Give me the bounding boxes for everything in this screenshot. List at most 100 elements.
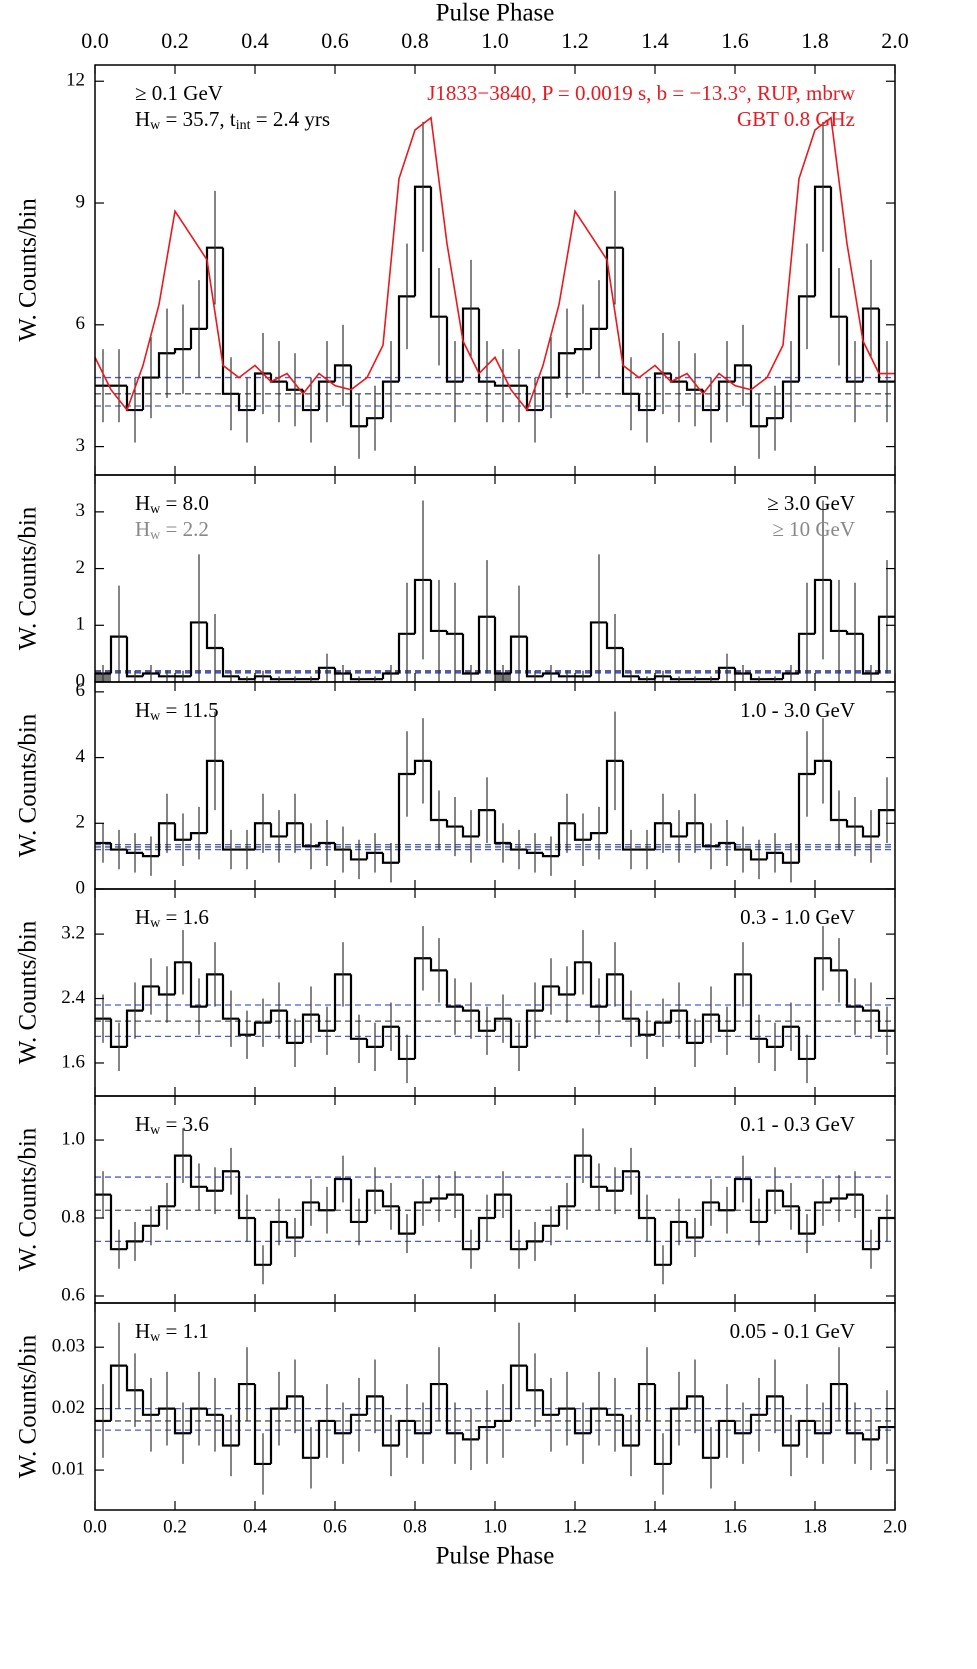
bin-step bbox=[477, 1425, 495, 1440]
bin-step bbox=[877, 615, 895, 674]
bin-step bbox=[461, 633, 479, 675]
annotation: Hw = 3.6 bbox=[135, 1112, 209, 1138]
bin-step bbox=[349, 849, 367, 861]
bin-step bbox=[189, 327, 207, 350]
bin-step bbox=[397, 295, 415, 382]
annotation: 1.0 - 3.0 GeV bbox=[740, 698, 855, 722]
x-tick-label: 0.6 bbox=[323, 1516, 347, 1537]
y-axis-label: W. Counts/bin bbox=[15, 506, 42, 650]
bin-step bbox=[221, 1414, 239, 1447]
bin-step bbox=[445, 1193, 463, 1199]
bin-step bbox=[365, 1038, 383, 1048]
bin-step bbox=[413, 957, 431, 1059]
bin-step bbox=[333, 843, 351, 851]
bin-step bbox=[189, 621, 207, 677]
bin-step bbox=[301, 1396, 319, 1459]
bin-step bbox=[493, 381, 511, 387]
bin-step bbox=[285, 1395, 303, 1409]
bin-step bbox=[445, 970, 463, 1008]
bin-step bbox=[125, 1365, 143, 1392]
bin-step bbox=[733, 364, 751, 382]
annotation-run: ≥ 0.1 GeV bbox=[135, 81, 223, 105]
x-tick-label: 2.0 bbox=[881, 28, 909, 53]
x-tick-label: 0.8 bbox=[401, 28, 429, 53]
bin-step bbox=[701, 823, 719, 848]
bin-step bbox=[413, 759, 431, 774]
annotation-run: = 2.4 yrs bbox=[251, 107, 331, 131]
bin-step bbox=[797, 1419, 815, 1446]
annotation-run: H bbox=[135, 491, 150, 515]
subscript: w bbox=[150, 528, 161, 543]
bin-step bbox=[477, 1216, 495, 1250]
bin-step bbox=[637, 676, 655, 681]
bin-step bbox=[429, 579, 447, 633]
bin-step bbox=[765, 1038, 783, 1048]
plot-area bbox=[95, 500, 895, 682]
y-tick-label: 1.6 bbox=[61, 1051, 85, 1072]
bin-step bbox=[397, 1419, 415, 1446]
bin-step bbox=[141, 672, 159, 677]
annotation-run: H bbox=[135, 1112, 150, 1136]
bin-step bbox=[589, 621, 607, 677]
y-tick-label: 6 bbox=[76, 313, 86, 334]
bin-step bbox=[269, 1220, 287, 1265]
annotation: Hw = 8.0 bbox=[135, 491, 209, 517]
bin-step bbox=[541, 852, 559, 858]
bin-step bbox=[557, 673, 575, 678]
bin-step bbox=[861, 307, 879, 382]
bin-step bbox=[381, 672, 399, 680]
bin-step bbox=[397, 1026, 415, 1061]
bin-step bbox=[509, 635, 527, 674]
bin-step bbox=[285, 1010, 303, 1044]
bin-step bbox=[573, 348, 591, 354]
annotation: ≥ 10 GeV bbox=[772, 517, 855, 541]
bin-step bbox=[381, 1396, 399, 1447]
bin-step bbox=[797, 632, 815, 674]
annotation-run: = 35.7, t bbox=[160, 107, 236, 131]
bin-step bbox=[829, 579, 847, 633]
bin-step bbox=[109, 1364, 127, 1421]
bin-step bbox=[637, 1018, 655, 1036]
bin-step bbox=[477, 308, 495, 383]
bin-step bbox=[461, 1194, 479, 1251]
bin-step bbox=[877, 1010, 895, 1032]
bin-step bbox=[381, 1190, 399, 1208]
y-tick-label: 2 bbox=[76, 557, 86, 578]
bin-step bbox=[317, 1014, 335, 1032]
bin-step bbox=[237, 1382, 255, 1446]
x-tick-label: 0.0 bbox=[83, 1516, 107, 1537]
bin-step bbox=[157, 1205, 175, 1226]
bin-step bbox=[541, 1390, 559, 1416]
annotation-run: = 3.6 bbox=[160, 1112, 209, 1136]
bin-step bbox=[493, 810, 511, 845]
bin-step bbox=[701, 389, 719, 412]
bin-step bbox=[141, 852, 159, 858]
bin-step bbox=[829, 958, 847, 972]
bin-step bbox=[877, 1425, 895, 1440]
bin-step bbox=[733, 1177, 751, 1211]
x-tick-label: 0.6 bbox=[321, 28, 349, 53]
bin-step bbox=[189, 1155, 207, 1188]
bin-step bbox=[765, 851, 783, 860]
bin-step bbox=[669, 823, 687, 838]
bin-step bbox=[605, 246, 623, 329]
bin-step bbox=[813, 759, 831, 774]
bin-step bbox=[573, 823, 591, 841]
bin-step bbox=[253, 1218, 271, 1266]
bin-step bbox=[749, 1413, 767, 1434]
bin-step bbox=[253, 1021, 271, 1035]
annotation-run: = 1.6 bbox=[160, 905, 209, 929]
bin-step bbox=[333, 1420, 351, 1435]
axes-frame bbox=[94, 1302, 896, 1511]
x-tick-label: 0.4 bbox=[243, 1516, 267, 1537]
bin-step bbox=[557, 1407, 575, 1415]
bin-step bbox=[221, 1170, 239, 1191]
bin-step bbox=[749, 673, 767, 681]
y-tick-label: 6 bbox=[76, 680, 86, 701]
x-tick-label: 1.4 bbox=[641, 28, 669, 53]
bin-step bbox=[749, 974, 767, 1040]
annotation: GBT 0.8 GHz bbox=[737, 107, 855, 131]
bin-step bbox=[221, 974, 239, 1020]
y-tick-label: 0 bbox=[76, 670, 86, 691]
